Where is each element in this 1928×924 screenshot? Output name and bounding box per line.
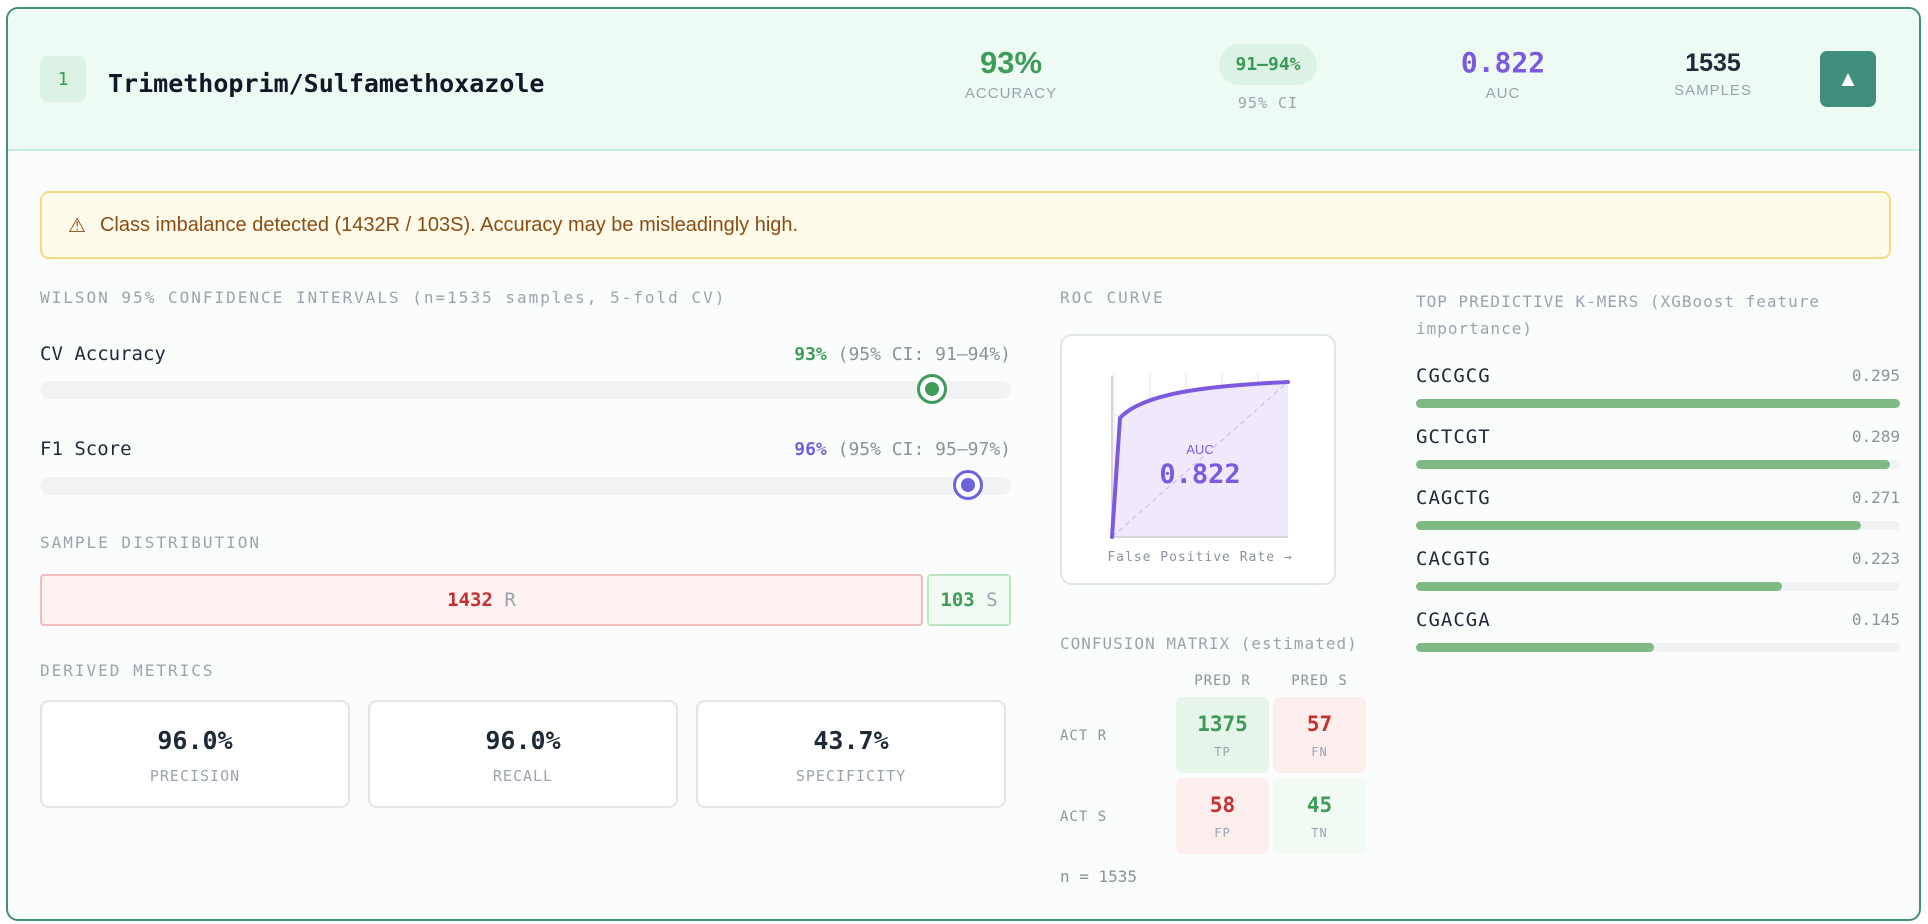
cv-accuracy-track [40, 381, 1011, 399]
samples-stat: 1535 SAMPLES [1663, 49, 1763, 99]
cm-row-act-r: ACT R [1060, 728, 1108, 744]
cv-accuracy-ci: (95% CI: 91–94%) [837, 344, 1011, 365]
kmer-importance-track [1416, 521, 1900, 530]
auc-value: 0.822 [1460, 46, 1546, 79]
cm-fn-value: 57 [1306, 712, 1333, 736]
cv-accuracy-value: 93% (95% CI: 91–94%) [708, 344, 1011, 365]
kmer-importance-bar [1416, 643, 1654, 652]
roc-chart: AUC 0.822 False Positive Rate → [1060, 334, 1336, 585]
f1-score-marker [953, 470, 983, 500]
kmer-importance-value: 0.223 [1851, 549, 1900, 568]
ci-label: 95% CI [1237, 94, 1299, 112]
f1-score-ci: (95% CI: 95–97%) [837, 439, 1011, 460]
kmer-importance-value: 0.289 [1851, 427, 1900, 446]
warning-icon: ⚠ [68, 214, 86, 237]
cm-fp-value: 58 [1209, 793, 1236, 817]
roc-x-axis-label: False Positive Rate → [1107, 550, 1293, 565]
recall-label: RECALL [492, 767, 554, 785]
chevron-up-icon: ▲ [1837, 66, 1859, 91]
resistant-bar: 1432 R [40, 574, 923, 626]
kmer-importance-value: 0.145 [1851, 610, 1900, 629]
kmer-importance-value: 0.295 [1851, 366, 1900, 385]
precision-value: 96.0% [157, 726, 233, 755]
cm-cell-fp: 58 FP [1176, 778, 1269, 854]
precision-box: 96.0% PRECISION [40, 700, 350, 808]
roc-auc-label: AUC [1186, 442, 1214, 457]
f1-score-value: 96% (95% CI: 95–97%) [708, 439, 1011, 460]
collapse-button[interactable]: ▲ [1820, 51, 1876, 107]
samples-label: SAMPLES [1674, 82, 1752, 99]
cm-tn-value: 45 [1306, 793, 1333, 817]
resistant-count: 1432 [447, 589, 493, 611]
kmer-importance-value: 0.271 [1851, 488, 1900, 507]
susceptible-label: S [986, 589, 998, 611]
kmer-importance-bar [1416, 582, 1782, 591]
kmer-importance-track [1416, 643, 1900, 652]
roc-section-title: ROC CURVE [1060, 288, 1165, 307]
roc-svg [1110, 374, 1290, 539]
derived-section-title: DERIVED METRICS [40, 661, 215, 680]
specificity-label: SPECIFICITY [795, 767, 907, 785]
cm-fn-label: FN [1311, 745, 1328, 759]
cm-tp-label: TP [1214, 745, 1231, 759]
specificity-box: 43.7% SPECIFICITY [696, 700, 1006, 808]
f1-score-label: F1 Score [40, 438, 132, 460]
kmer-importance-track [1416, 582, 1900, 591]
card-header[interactable]: 1 Trimethoprim/Sulfamethoxazole 93% ACCU… [8, 9, 1919, 151]
resistant-label: R [504, 589, 516, 611]
kmer-name: CGACGA [1416, 609, 1491, 631]
drug-title: Trimethoprim/Sulfamethoxazole [108, 69, 545, 98]
samples-value: 1535 [1685, 49, 1741, 77]
cm-cell-fn: 57 FN [1273, 697, 1366, 773]
cm-tp-value: 1375 [1197, 712, 1248, 736]
kmer-importance-bar [1416, 399, 1900, 408]
drug-result-card: 1 Trimethoprim/Sulfamethoxazole 93% ACCU… [6, 7, 1921, 921]
cm-col-pred-r: PRED R [1194, 673, 1251, 689]
cm-row-act-s: ACT S [1060, 809, 1108, 825]
precision-label: PRECISION [149, 767, 241, 785]
ci-pill: 91–94% [1219, 44, 1317, 85]
cm-total: n = 1535 [1060, 867, 1138, 886]
susceptible-count: 103 [940, 589, 975, 611]
kmer-importance-track [1416, 399, 1900, 408]
cv-accuracy-percent: 93% [794, 344, 827, 365]
wilson-section-title: WILSON 95% CONFIDENCE INTERVALS (n=1535 … [40, 288, 727, 307]
roc-line [1110, 380, 1290, 539]
cm-col-pred-s: PRED S [1291, 673, 1348, 689]
ci-stat: 91–94% 95% CI [1204, 44, 1332, 112]
specificity-value: 43.7% [813, 726, 889, 755]
roc-auc-value: 0.822 [1159, 459, 1241, 490]
cm-cell-tn: 45 TN [1273, 778, 1366, 854]
auc-stat: 0.822 AUC [1448, 46, 1558, 102]
kmer-name: CGCGCG [1416, 365, 1491, 387]
kmer-name: CACGTG [1416, 548, 1491, 570]
cm-cell-tp: 1375 TP [1176, 697, 1269, 773]
cv-accuracy-label: CV Accuracy [40, 343, 166, 365]
cm-tn-label: TN [1311, 826, 1328, 840]
kmer-importance-track [1416, 460, 1900, 469]
roc-diagonal [1111, 381, 1289, 538]
f1-score-percent: 96% [794, 439, 827, 460]
f1-score-track [40, 477, 1011, 495]
kmer-importance-bar [1416, 521, 1861, 530]
recall-box: 96.0% RECALL [368, 700, 678, 808]
kmer-importance-bar [1416, 460, 1890, 469]
warning-text: Class imbalance detected (1432R / 103S).… [99, 213, 799, 236]
class-imbalance-warning: ⚠ Class imbalance detected (1432R / 103S… [40, 191, 1891, 259]
cm-fp-label: FP [1214, 826, 1231, 840]
kmer-name: GCTCGT [1416, 426, 1491, 448]
auc-label: AUC [1485, 85, 1521, 102]
susceptible-bar: 103 S [927, 574, 1011, 626]
kmers-section-title: TOP PREDICTIVE K-MERS (XGBoost feature i… [1416, 292, 1821, 338]
distribution-section-title: SAMPLE DISTRIBUTION [40, 533, 262, 552]
kmer-name: CAGCTG [1416, 487, 1491, 509]
confusion-section-title: CONFUSION MATRIX (estimated) [1060, 634, 1358, 653]
cv-accuracy-marker [917, 374, 947, 404]
accuracy-stat: 93% ACCURACY [963, 45, 1059, 102]
accuracy-label: ACCURACY [964, 85, 1058, 102]
accuracy-value: 93% [979, 45, 1043, 80]
recall-value: 96.0% [485, 726, 561, 755]
rank-badge: 1 [40, 56, 86, 102]
